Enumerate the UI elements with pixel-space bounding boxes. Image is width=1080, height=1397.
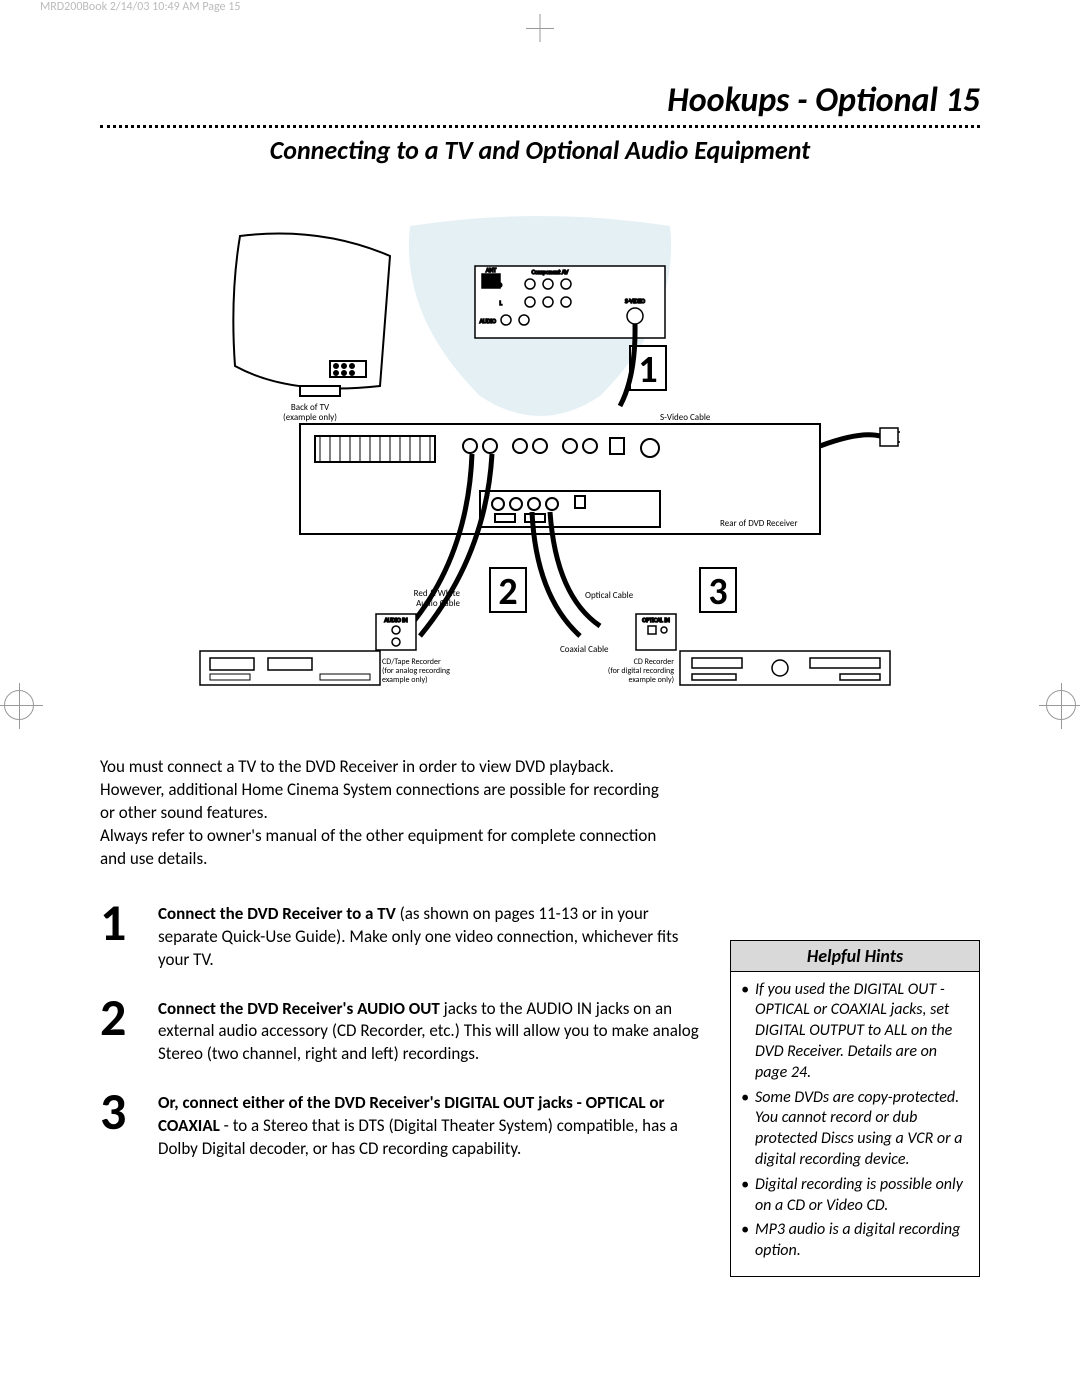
registration-mark bbox=[1046, 690, 1076, 720]
svg-text:Rear of DVD Receiver: Rear of DVD Receiver bbox=[720, 518, 797, 529]
intro-p1: You must connect a TV to the DVD Receive… bbox=[100, 756, 660, 825]
svg-text:OPTICAL IN: OPTICAL IN bbox=[642, 616, 670, 624]
svg-text:Coaxial Cable: Coaxial Cable bbox=[560, 644, 609, 655]
hints-title: Helpful Hints bbox=[731, 941, 979, 972]
step-bold: Connect the DVD Receiver to a TV bbox=[158, 903, 396, 924]
dotted-rule bbox=[100, 125, 980, 128]
registration-mark bbox=[4, 690, 34, 720]
step-rest: - to a Stereo that is DTS (Digital Theat… bbox=[158, 1115, 678, 1159]
svg-text:Optical Cable: Optical Cable bbox=[585, 590, 634, 601]
svg-text:1: 1 bbox=[638, 347, 657, 393]
callout-2: 2 bbox=[490, 568, 526, 615]
page-number: 15 bbox=[946, 80, 980, 121]
hint-item: MP3 audio is a digital recording option. bbox=[741, 1220, 969, 1262]
svg-text:VIDEO: VIDEO bbox=[487, 281, 502, 289]
hint-item: If you used the DIGITAL OUT - OPTICAL or… bbox=[741, 980, 969, 1084]
crop-mark bbox=[526, 28, 554, 29]
svg-text:S-VIDEO: S-VIDEO bbox=[625, 297, 645, 305]
svg-text:CD/Tape Recorder(for analog re: CD/Tape Recorder(for analog recordingexa… bbox=[382, 657, 450, 685]
page-trace: MRD200Book 2/14/03 10:49 AM Page 15 bbox=[40, 0, 240, 14]
cd-recorder: OPTICAL IN bbox=[636, 614, 890, 685]
hookup-diagram: Back of TV(example only) ANT Component A… bbox=[180, 196, 900, 716]
step-number: 2 bbox=[100, 994, 136, 1041]
step-3: 3 Or, connect either of the DVD Receiver… bbox=[100, 1088, 700, 1161]
chapter-title: Hookups - Optional 15 bbox=[100, 80, 980, 121]
section-title: Connecting to a TV and Optional Audio Eq… bbox=[100, 134, 980, 166]
hints-list: If you used the DIGITAL OUT - OPTICAL or… bbox=[731, 972, 979, 1276]
intro-p2: Always refer to owner's manual of the ot… bbox=[100, 825, 660, 871]
tv-back-label: Back of TV(example only) bbox=[283, 402, 337, 423]
svg-text:ANT: ANT bbox=[486, 266, 496, 274]
chapter-title-text: Hookups - Optional bbox=[667, 80, 938, 121]
svg-text:S-Video Cable: S-Video Cable bbox=[660, 412, 711, 423]
step-2: 2 Connect the DVD Receiver's AUDIO OUT j… bbox=[100, 994, 700, 1067]
callout-3: 3 bbox=[700, 568, 736, 615]
tv-icon bbox=[233, 234, 390, 397]
helpful-hints-box: Helpful Hints If you used the DIGITAL OU… bbox=[730, 940, 980, 1277]
hint-item: Some DVDs are copy-protected. You cannot… bbox=[741, 1088, 969, 1171]
hint-item: Digital recording is possible only on a … bbox=[741, 1175, 969, 1217]
svg-text:3: 3 bbox=[708, 569, 727, 615]
svg-text:AUDIO IN: AUDIO IN bbox=[384, 616, 407, 624]
step-bold: Connect the DVD Receiver's AUDIO OUT bbox=[158, 998, 440, 1019]
step-number: 3 bbox=[100, 1088, 136, 1135]
step-body: Or, connect either of the DVD Receiver's… bbox=[158, 1088, 700, 1161]
power-plug bbox=[880, 428, 900, 446]
step-1: 1 Connect the DVD Receiver to a TV (as s… bbox=[100, 899, 700, 972]
intro-text: You must connect a TV to the DVD Receive… bbox=[100, 756, 660, 871]
step-body: Connect the DVD Receiver's AUDIO OUT jac… bbox=[158, 994, 700, 1067]
svg-text:Component AV: Component AV bbox=[532, 268, 569, 276]
step-body: Connect the DVD Receiver to a TV (as sho… bbox=[158, 899, 700, 972]
svg-text:CD Recorder(for digital record: CD Recorder(for digital recordingexample… bbox=[608, 657, 674, 685]
svg-text:Red & WhiteAudio Cable: Red & WhiteAudio Cable bbox=[414, 588, 461, 609]
steps-list: 1 Connect the DVD Receiver to a TV (as s… bbox=[100, 899, 700, 1161]
svg-text:AUDIO: AUDIO bbox=[480, 317, 496, 325]
svg-text:2: 2 bbox=[498, 569, 517, 615]
step-number: 1 bbox=[100, 899, 136, 946]
